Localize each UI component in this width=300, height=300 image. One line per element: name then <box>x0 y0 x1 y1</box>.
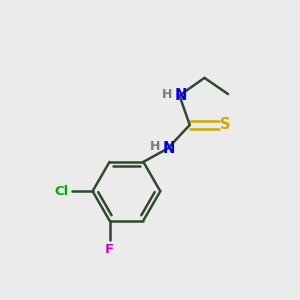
Text: Cl: Cl <box>54 185 68 198</box>
Text: H: H <box>150 140 160 153</box>
Text: H: H <box>162 88 172 100</box>
Text: S: S <box>220 118 231 133</box>
Text: F: F <box>105 243 114 256</box>
Text: N: N <box>163 141 175 156</box>
Text: N: N <box>175 88 187 103</box>
